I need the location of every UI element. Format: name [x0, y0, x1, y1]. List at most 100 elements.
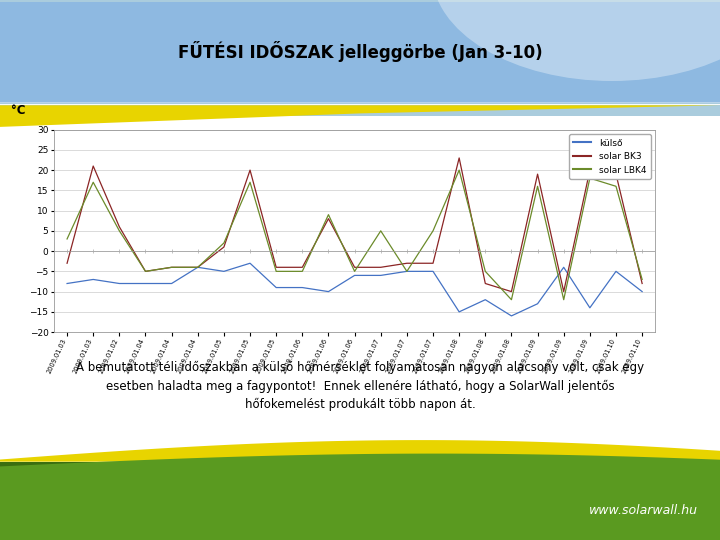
- Bar: [0, 51, 720, 103]
- Bar: [0, 16, 720, 102]
- solar LBK4: [194, 264, 202, 271]
- külső: [298, 284, 307, 291]
- Bar: [0, 9, 720, 102]
- solar LBK4: [377, 228, 385, 234]
- Text: A bemutatott téli időszakban a külső hőmérséklet folyamatosan nagyon alacsony vo: A bemutatott téli időszakban a külső hőm…: [76, 361, 644, 411]
- külső: [402, 268, 411, 274]
- Bar: [0, 24, 720, 102]
- Bar: [0, 97, 720, 103]
- solar BK3: [89, 163, 97, 170]
- Bar: [0, 77, 720, 103]
- külső: [246, 260, 254, 266]
- Bar: [0, 80, 720, 103]
- Bar: [0, 100, 720, 104]
- Bar: [0, 62, 720, 103]
- Bar: [0, 7, 720, 102]
- külső: [507, 313, 516, 319]
- Bar: [0, 83, 720, 103]
- külső: [481, 296, 490, 303]
- solar LBK4: [167, 264, 176, 271]
- Bar: [0, 90, 720, 103]
- Text: °C: °C: [11, 104, 25, 117]
- solar BK3: [507, 288, 516, 295]
- solar LBK4: [298, 268, 307, 274]
- Bar: [0, 91, 720, 103]
- Bar: [0, 87, 720, 103]
- solar LBK4: [455, 167, 464, 173]
- Bar: [0, 84, 720, 103]
- solar LBK4: [402, 268, 411, 274]
- külső: [272, 284, 281, 291]
- solar LBK4: [534, 183, 542, 190]
- külső: [428, 268, 437, 274]
- solar LBK4: [246, 179, 254, 186]
- külső: [559, 264, 568, 271]
- solar LBK4: [63, 236, 71, 242]
- Bar: [0, 79, 720, 103]
- solar BK3: [272, 264, 281, 271]
- solar BK3: [220, 244, 228, 251]
- solar BK3: [115, 224, 124, 230]
- Bar: [0, 42, 720, 103]
- Bar: [0, 70, 720, 103]
- külső: [220, 268, 228, 274]
- Bar: [0, 26, 720, 102]
- Bar: [0, 37, 720, 103]
- Text: FŰTÉSI IDŐSZAK jelleggörbe (Jan 3-10): FŰTÉSI IDŐSZAK jelleggörbe (Jan 3-10): [178, 41, 542, 62]
- külső: [455, 309, 464, 315]
- külső: [194, 264, 202, 271]
- Line: solar BK3: solar BK3: [67, 158, 642, 292]
- solar LBK4: [89, 179, 97, 186]
- solar LBK4: [559, 296, 568, 303]
- külső: [534, 300, 542, 307]
- solar BK3: [612, 171, 621, 177]
- Bar: [0, 76, 720, 103]
- Bar: [0, 104, 720, 105]
- solar BK3: [194, 264, 202, 271]
- Bar: [0, 55, 720, 103]
- solar BK3: [298, 264, 307, 271]
- Bar: [0, 28, 720, 102]
- solar LBK4: [481, 268, 490, 274]
- külső: [350, 272, 359, 279]
- solar LBK4: [585, 175, 594, 181]
- solar BK3: [455, 155, 464, 161]
- Bar: [0, 3, 720, 102]
- Bar: [0, 17, 720, 102]
- solar LBK4: [612, 183, 621, 190]
- solar BK3: [534, 171, 542, 177]
- Text: www.solarwall.hu: www.solarwall.hu: [590, 504, 698, 517]
- külső: [89, 276, 97, 283]
- külső: [167, 280, 176, 287]
- Bar: [0, 58, 720, 103]
- Bar: [0, 73, 720, 103]
- solar LBK4: [324, 212, 333, 218]
- solar LBK4: [141, 268, 150, 274]
- Bar: [0, 65, 720, 103]
- Bar: [0, 12, 720, 102]
- Bar: [0, 95, 720, 103]
- Bar: [0, 98, 720, 104]
- külső: [141, 280, 150, 287]
- Polygon shape: [0, 440, 720, 462]
- Polygon shape: [0, 454, 720, 540]
- solar LBK4: [350, 268, 359, 274]
- Bar: [0, 86, 720, 103]
- solar BK3: [585, 167, 594, 173]
- Bar: [0, 72, 720, 103]
- Bar: [0, 48, 720, 103]
- solar BK3: [324, 215, 333, 222]
- solar BK3: [638, 280, 647, 287]
- Bar: [0, 462, 720, 540]
- Bar: [0, 44, 720, 103]
- solar BK3: [402, 260, 411, 266]
- Bar: [0, 10, 720, 102]
- solar BK3: [246, 167, 254, 173]
- Bar: [0, 52, 720, 103]
- solar LBK4: [115, 228, 124, 234]
- solar LBK4: [220, 240, 228, 246]
- Bar: [0, 31, 720, 102]
- solar LBK4: [428, 228, 437, 234]
- solar BK3: [141, 268, 150, 274]
- solar BK3: [428, 260, 437, 266]
